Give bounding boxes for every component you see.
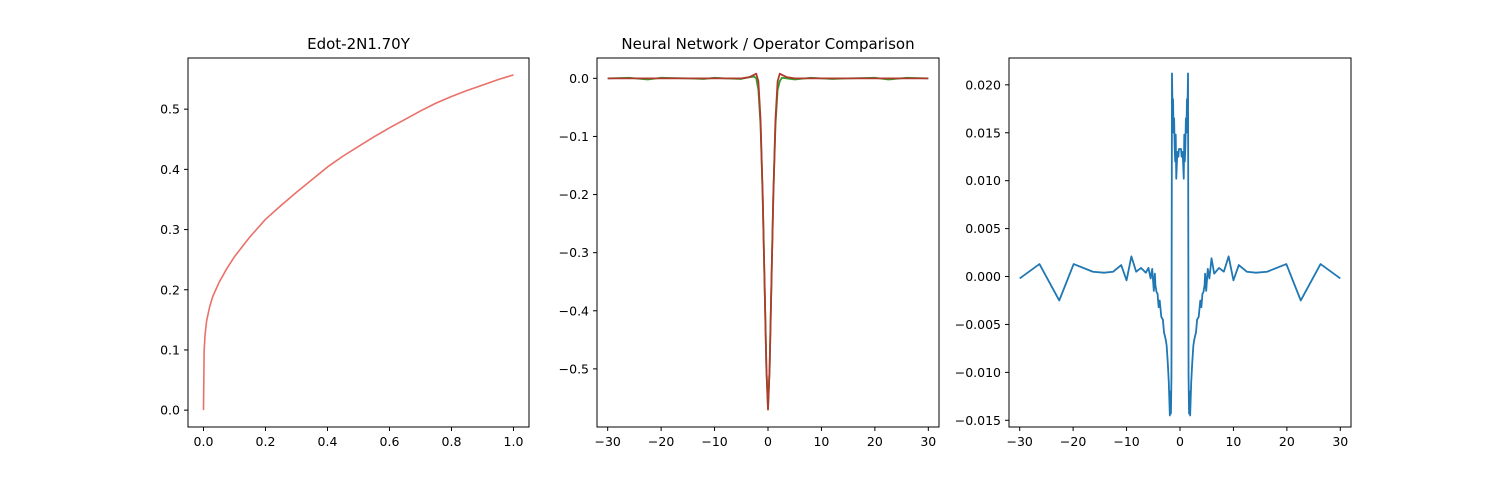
x-tick-label: 1.0 bbox=[504, 434, 524, 449]
axes-frame bbox=[596, 57, 940, 428]
chart-title: Edot-2N1.70Y bbox=[307, 35, 411, 53]
y-tick-label: 0.020 bbox=[965, 77, 1001, 92]
panel-3-difference: −30 −20 −10 0 10 20 30 0.020 0.015 0.010 0.005 0.00… bbox=[955, 57, 1352, 449]
y-tick-label: 0.1 bbox=[160, 342, 180, 357]
x-tick-label: 20 bbox=[1279, 434, 1295, 449]
y-tick-label: 0.0 bbox=[569, 71, 589, 86]
x-tick-label: −20 bbox=[1060, 434, 1086, 449]
x-tick-label: 10 bbox=[813, 434, 829, 449]
panel-1-edot-curve: 0.0 0.2 0.4 0.6 0.8 1.0 0.0 0.1 0.2 0.3 0.4 0.5 Edot… bbox=[160, 35, 530, 449]
x-tick-label: 30 bbox=[1332, 434, 1348, 449]
y-tick-label: −0.4 bbox=[559, 303, 589, 318]
x-tick-label: −10 bbox=[1113, 434, 1139, 449]
y-tick-label: 0.5 bbox=[160, 102, 180, 117]
y-tick-label: −0.005 bbox=[955, 317, 1001, 332]
series-line-1 bbox=[202, 74, 514, 411]
series-line-1 bbox=[1019, 72, 1341, 417]
y-tick-label: 0.015 bbox=[965, 125, 1001, 140]
y-tick-label: 0.2 bbox=[160, 282, 180, 297]
y-tick-label: −0.5 bbox=[559, 361, 589, 376]
x-tick-label: −20 bbox=[648, 434, 674, 449]
y-tick-label: −0.010 bbox=[955, 365, 1001, 380]
x-tick-label: 0 bbox=[764, 434, 772, 449]
y-tick-label: −0.1 bbox=[559, 129, 589, 144]
x-tick-label: 0.8 bbox=[442, 434, 462, 449]
y-tick-label: 0.4 bbox=[160, 162, 180, 177]
y-tick-label: 0.005 bbox=[965, 221, 1001, 236]
series-line-2 bbox=[607, 72, 929, 411]
y-tick-label: 0.3 bbox=[160, 222, 180, 237]
axes-frame bbox=[187, 57, 530, 428]
x-tick-label: 20 bbox=[867, 434, 883, 449]
x-tick-label: 0.0 bbox=[194, 434, 214, 449]
x-tick-label: 0 bbox=[1176, 434, 1184, 449]
series-line-1 bbox=[607, 75, 929, 410]
y-tick-label: −0.015 bbox=[955, 413, 1001, 428]
x-tick-label: −10 bbox=[701, 434, 727, 449]
y-tick-label: 0.000 bbox=[965, 269, 1001, 284]
x-tick-label: 30 bbox=[920, 434, 936, 449]
chart-title: Neural Network / Operator Comparison bbox=[621, 35, 914, 53]
x-tick-label: −30 bbox=[594, 434, 620, 449]
y-tick-label: 0.0 bbox=[160, 403, 180, 418]
x-tick-label: 0.6 bbox=[380, 434, 400, 449]
y-tick-label: −0.3 bbox=[559, 245, 589, 260]
axes-frame bbox=[1008, 57, 1352, 428]
x-tick-label: 10 bbox=[1225, 434, 1241, 449]
x-tick-label: −30 bbox=[1006, 434, 1032, 449]
panel-2-comparison: −30 −20 −10 0 10 20 30 0.0 −0.1 −0.2 −0.3 −0.4 −0.5 N… bbox=[559, 35, 940, 449]
x-tick-label: 0.4 bbox=[318, 434, 338, 449]
y-tick-label: 0.010 bbox=[965, 173, 1001, 188]
y-tick-label: −0.2 bbox=[559, 187, 589, 202]
x-tick-label: 0.2 bbox=[256, 434, 276, 449]
